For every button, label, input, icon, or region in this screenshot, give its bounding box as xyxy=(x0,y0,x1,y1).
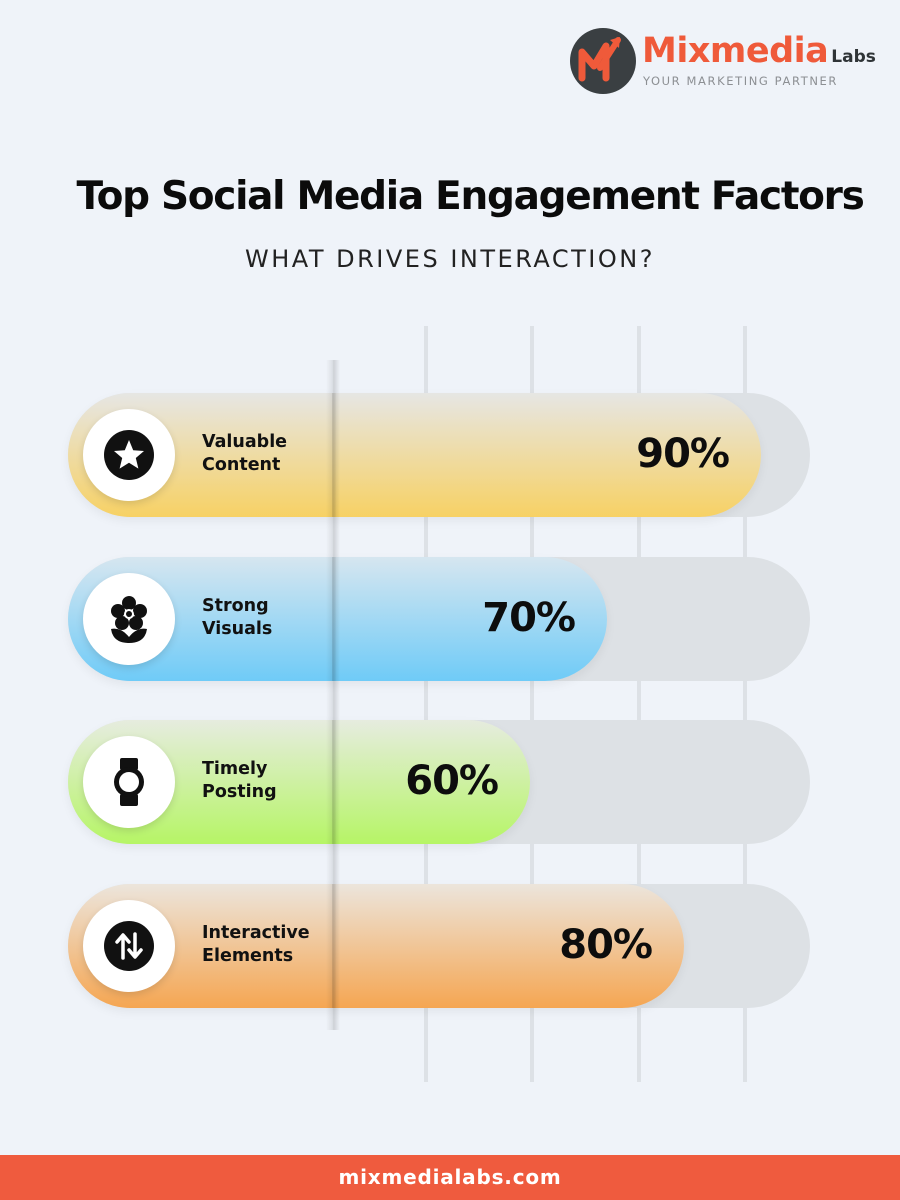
category-label-line: Posting xyxy=(202,782,277,802)
category-label-line: Content xyxy=(202,455,281,475)
category-label-line: Timely xyxy=(202,759,268,779)
watch-icon xyxy=(114,758,144,806)
logo-name: Mixmedia xyxy=(642,31,829,71)
flower-badge xyxy=(83,573,175,665)
gridline xyxy=(743,326,747,1082)
bar-divider xyxy=(332,884,336,1008)
footer-url[interactable]: mixmedialabs.com xyxy=(338,1165,562,1189)
axis-shadow xyxy=(326,360,340,1030)
value-label: 80% xyxy=(559,922,653,968)
star-icon xyxy=(104,430,154,480)
category-label: Strong Visuals xyxy=(202,595,327,641)
category-label-line: Visuals xyxy=(202,619,273,639)
bar xyxy=(68,393,761,517)
flower-icon xyxy=(111,596,147,643)
up-down-arrows-icon xyxy=(104,921,154,971)
value-label: 60% xyxy=(405,758,499,804)
category-label-line: Interactive xyxy=(202,923,310,943)
category-label-line: Valuable xyxy=(202,432,288,452)
logo-mark-icon xyxy=(570,28,636,94)
category-label-line: Elements xyxy=(202,946,294,966)
category-label-line: Strong xyxy=(202,596,269,616)
chart-subtitle: WHAT DRIVES INTERACTION? xyxy=(245,245,655,273)
bar-divider xyxy=(332,720,336,844)
value-label: 90% xyxy=(636,431,730,477)
value-label: 70% xyxy=(482,595,576,641)
logo-suffix: Labs xyxy=(831,47,876,67)
logo-tagline: YOUR MARKETING PARTNER xyxy=(643,74,838,88)
brand-logo: Mixmedia Labs YOUR MARKETING PARTNER xyxy=(570,28,880,98)
category-label: Interactive Elements xyxy=(202,922,327,968)
category-label: Timely Posting xyxy=(202,758,327,804)
up-down-arrows-badge xyxy=(83,900,175,992)
category-label: Valuable Content xyxy=(202,431,327,477)
footer-bar: mixmedialabs.com xyxy=(0,1155,900,1200)
star-badge xyxy=(83,409,175,501)
gridline xyxy=(530,326,534,1082)
gridline xyxy=(424,326,428,1082)
watch-badge xyxy=(83,736,175,828)
gridline xyxy=(637,326,641,1082)
bar-divider xyxy=(332,557,336,681)
chart-title: Top Social Media Engagement Factors xyxy=(76,174,864,219)
bar-divider xyxy=(332,393,336,517)
logo-wordmark: Mixmedia Labs xyxy=(642,34,876,69)
